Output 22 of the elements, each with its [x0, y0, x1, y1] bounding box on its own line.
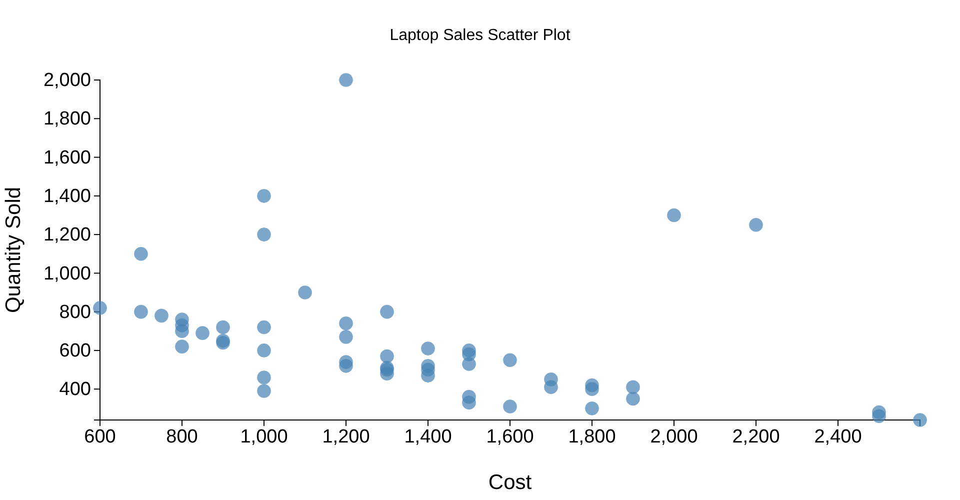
y-tick-label: 1,200 [43, 224, 91, 246]
y-axis-title: Quantity Sold [2, 186, 25, 314]
y-tick-label: 1,000 [43, 263, 91, 284]
y-tick-label: 2,000 [43, 70, 91, 92]
x-tick-label: 1,000 [240, 426, 288, 448]
x-tick-label: 800 [166, 426, 198, 448]
x-tick-label: 1,400 [404, 426, 452, 448]
x-tick-label: 2,000 [650, 426, 698, 448]
y-tick-label: 600 [59, 340, 91, 362]
x-tick-label: 2,200 [732, 426, 780, 448]
x-tick-label: 2,400 [814, 426, 862, 448]
y-tick-label: 1,600 [43, 147, 91, 168]
chart-title: Laptop Sales Scatter Plot [390, 27, 571, 44]
y-tick-label: 1,800 [43, 108, 91, 130]
y-tick-label: 800 [59, 302, 91, 323]
x-tick-label: 1,800 [568, 426, 616, 448]
x-axis-title: Cost [488, 471, 532, 494]
x-tick-label: 1,200 [322, 426, 370, 448]
y-tick-label: 1,400 [43, 186, 91, 207]
y-tick-label: 400 [59, 379, 91, 400]
x-tick-label: 1,600 [486, 426, 534, 448]
x-tick-label: 600 [84, 426, 116, 448]
